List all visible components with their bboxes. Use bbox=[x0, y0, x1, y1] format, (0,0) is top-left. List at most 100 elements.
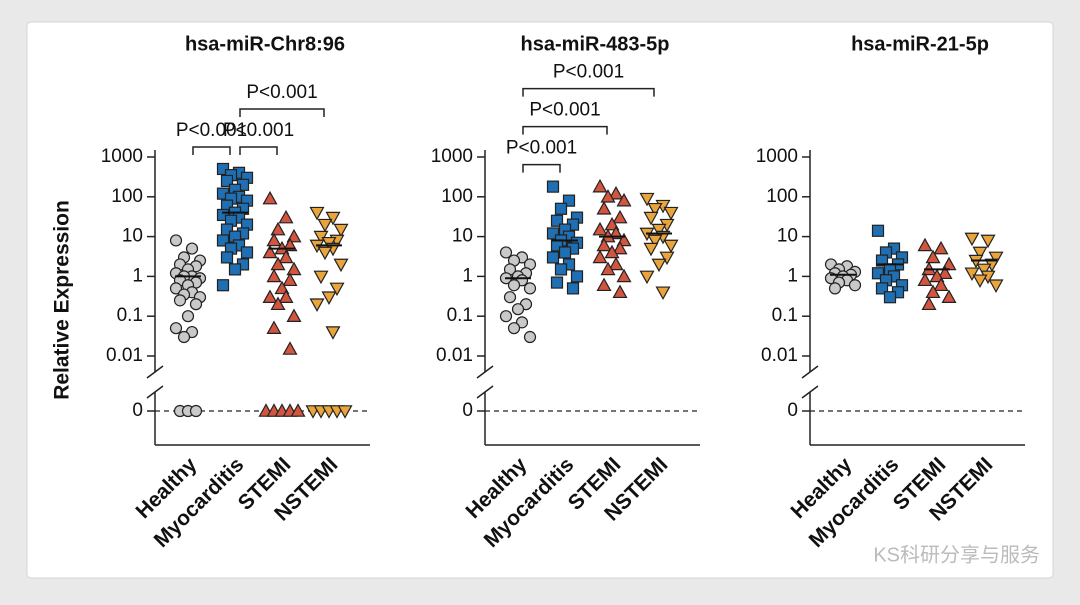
y-tick-label: 0.1 bbox=[772, 305, 798, 326]
point bbox=[189, 298, 203, 311]
point bbox=[309, 298, 325, 312]
point bbox=[503, 291, 517, 304]
point bbox=[523, 330, 537, 344]
point bbox=[659, 251, 675, 266]
point bbox=[325, 211, 341, 226]
point bbox=[270, 221, 286, 236]
point bbox=[169, 282, 183, 295]
point bbox=[290, 403, 306, 417]
point bbox=[321, 291, 337, 305]
y-tick-label: 10 bbox=[122, 226, 143, 247]
point bbox=[616, 192, 632, 207]
watermark: KS科研分享与服务 bbox=[873, 543, 1040, 566]
point bbox=[647, 234, 663, 249]
point bbox=[608, 256, 624, 271]
annotation: P<0.001 bbox=[176, 120, 247, 141]
point bbox=[643, 242, 659, 257]
y-tick-label: 1000 bbox=[101, 146, 143, 167]
point bbox=[507, 279, 521, 292]
point bbox=[988, 279, 1004, 293]
point bbox=[600, 189, 616, 203]
point bbox=[972, 246, 988, 261]
point bbox=[554, 202, 568, 215]
point bbox=[337, 405, 353, 419]
point bbox=[309, 206, 325, 221]
point bbox=[596, 201, 612, 215]
point bbox=[169, 234, 183, 247]
point bbox=[651, 223, 667, 238]
point bbox=[639, 192, 655, 207]
chart-title: hsa-miR-21-5p bbox=[851, 33, 989, 55]
point bbox=[592, 221, 608, 236]
card bbox=[26, 21, 1054, 579]
point bbox=[972, 274, 988, 288]
point bbox=[647, 202, 663, 217]
point bbox=[562, 194, 576, 207]
point bbox=[278, 209, 294, 224]
point bbox=[216, 279, 230, 292]
point bbox=[917, 272, 933, 287]
point bbox=[507, 322, 521, 335]
y-tick-label: 0 bbox=[132, 400, 143, 421]
point bbox=[655, 286, 671, 300]
point bbox=[871, 224, 885, 237]
point bbox=[333, 258, 349, 273]
y-tick-label: 100 bbox=[111, 186, 143, 207]
point bbox=[262, 190, 278, 205]
bracket bbox=[522, 87, 655, 97]
y-tick-label: 1000 bbox=[756, 146, 798, 167]
point bbox=[917, 237, 933, 252]
point bbox=[546, 180, 560, 193]
chart-title: hsa-miR-483-5p bbox=[521, 33, 670, 55]
point bbox=[329, 282, 345, 297]
y-tick-label: 100 bbox=[441, 186, 473, 207]
axis-break bbox=[476, 385, 494, 399]
point bbox=[173, 294, 187, 307]
bracket bbox=[239, 146, 278, 155]
chart-title: hsa-miR-Chr8:96 bbox=[185, 33, 345, 55]
point bbox=[828, 282, 842, 295]
y-tick-label: 10 bbox=[452, 226, 473, 247]
point bbox=[964, 267, 980, 281]
point bbox=[266, 268, 282, 283]
y-axis-label: Relative Expression bbox=[51, 200, 74, 400]
point bbox=[282, 341, 298, 355]
point bbox=[964, 232, 980, 247]
point bbox=[871, 267, 885, 280]
point bbox=[612, 284, 628, 299]
point bbox=[608, 185, 624, 200]
point bbox=[220, 251, 234, 264]
point bbox=[604, 244, 620, 259]
axis-break bbox=[146, 365, 164, 379]
point bbox=[278, 289, 294, 304]
axis-break bbox=[801, 385, 819, 399]
annotation: P<0.001 bbox=[506, 138, 577, 159]
y-tick-label: 0.01 bbox=[761, 345, 798, 366]
y-tick-label: 0.01 bbox=[436, 345, 473, 366]
point bbox=[875, 254, 889, 267]
point bbox=[216, 162, 230, 176]
point bbox=[282, 272, 298, 287]
point bbox=[274, 280, 290, 295]
point bbox=[317, 218, 333, 233]
annotation: P<0.001 bbox=[553, 62, 624, 83]
point bbox=[286, 228, 302, 243]
point bbox=[883, 291, 897, 304]
point bbox=[550, 214, 564, 227]
y-tick-label: 0.01 bbox=[106, 345, 143, 366]
point bbox=[558, 246, 572, 259]
point bbox=[933, 277, 949, 292]
point bbox=[499, 310, 513, 323]
point bbox=[270, 256, 286, 271]
point bbox=[286, 261, 302, 276]
point bbox=[988, 251, 1004, 266]
point bbox=[663, 206, 679, 221]
point bbox=[612, 209, 628, 224]
point bbox=[616, 268, 632, 283]
y-tick-label: 1 bbox=[787, 265, 798, 286]
point bbox=[325, 326, 341, 340]
point bbox=[313, 270, 329, 285]
point bbox=[511, 303, 525, 316]
bracket bbox=[192, 146, 231, 155]
point bbox=[976, 263, 992, 278]
